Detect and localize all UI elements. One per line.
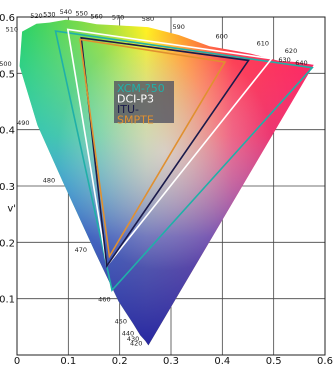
y-tick-label: 0.4 [0,126,15,137]
wavelength-label: 450 [115,318,127,326]
legend-entry: XCM-?50 [117,82,165,95]
wavelength-label: 580 [142,15,154,23]
y-tick-label: 0.2 [0,238,15,249]
wavelength-label: 530 [43,11,55,19]
x-tick-label: 0.4 [214,356,230,366]
x-tick-label: 0 [14,356,20,366]
wavelength-label: 420 [130,339,142,347]
wavelength-label: 570 [112,13,124,21]
gamut-triangle-0 [54,30,314,292]
y-axis-label: v' [7,203,16,214]
x-tick-label: 0.6 [317,356,333,366]
legend-entry: DCI-P3 [117,93,154,106]
legend-box [114,81,174,123]
y-tick-label: 0.1 [0,295,15,306]
x-tick-label: 0.1 [60,356,76,366]
x-tick-label: 0.5 [266,356,282,366]
wavelength-label: 510 [6,26,18,34]
gamut-triangle-2 [80,36,250,269]
wavelength-label: 620 [285,47,297,55]
wavelength-label: 550 [75,10,87,18]
y-tick-label: 0.3 [0,182,15,193]
axes: 0 0.1 0.2 0.3 0.4 0.5 0.6 0.1 0.2 0.3 0.4 0.5 0.6 v' [0,13,333,367]
wavelength-label: 560 [90,12,102,20]
wavelength-label: 520 [30,12,42,20]
wavelength-label: 590 [172,23,184,31]
x-tick-label: 0.2 [112,356,128,366]
wavelength-label: 440 [122,329,134,337]
gamut-triangles [54,28,314,292]
wavelength-label: 460 [98,296,110,304]
legend-entry: ITU- [117,103,139,116]
wavelength-label: 430 [127,335,139,343]
wavelength-label: 610 [257,40,269,48]
wavelength-label: 500 [0,60,12,68]
legend-entry: SMPTE [117,114,154,127]
y-tick-label: 0.5 [0,69,15,80]
y-tick-label: 0.6 [0,13,15,24]
wavelength-label: 630 [278,56,290,64]
wavelength-label: 480 [43,177,55,185]
wavelength-label: 490 [17,119,29,127]
wavelength-label: 600 [216,32,228,40]
gamut-triangle-1 [66,28,274,268]
x-tick-label: 0.3 [163,356,179,366]
plot-frame [16,16,326,356]
wavelength-label: 640 [295,59,307,67]
wavelength-label: 540 [60,8,72,16]
wavelength-label: 470 [75,246,87,254]
gamut-triangle-3 [79,38,227,259]
